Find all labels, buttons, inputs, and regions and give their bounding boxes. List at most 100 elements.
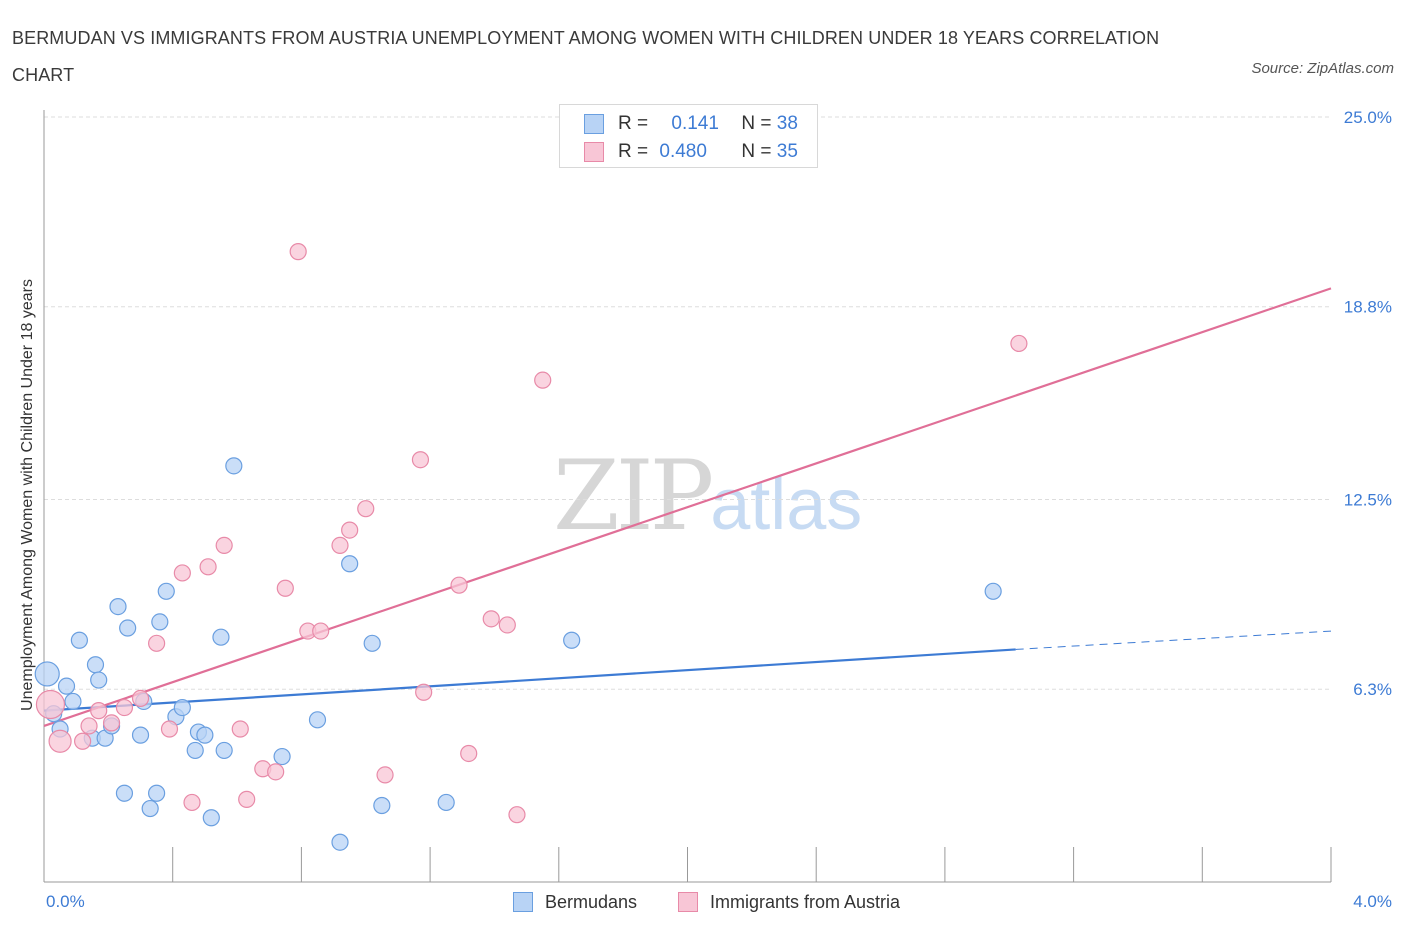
watermark-zip: ZIP [553,440,714,552]
point-austria [267,763,285,781]
point-bermudans [157,582,175,600]
point-austria [90,702,108,720]
point-austria [74,732,92,750]
y-tick-label: 6.3% [1353,680,1392,699]
legend-label-bermudans: Bermudans [545,891,638,912]
point-bermudans [341,555,359,573]
point-bermudans [90,671,108,689]
point-austria [1010,334,1028,353]
legend-r-value: 0.480 [659,141,707,162]
point-austria [289,243,307,261]
point-bermudans [86,656,105,674]
legend-r-value: 0.141 [671,113,719,134]
gridlines [44,116,1331,690]
legend-row-austria: R = 0.480 N = 35 [584,140,798,164]
watermark: ZIPatlas [553,440,862,552]
trend-line-austria [43,287,1332,727]
point-austria [331,536,349,555]
point-austria [498,616,516,634]
legend-r-label: R = [618,113,654,134]
point-austria [131,689,150,708]
point-bermudans [131,726,150,744]
legend-swatch-pink [584,142,604,162]
point-austria [376,766,394,784]
point-bermudans [363,634,381,652]
point-austria [115,698,134,717]
legend-swatch-blue [584,114,604,134]
point-austria [534,371,552,389]
point-austria [183,793,201,812]
legend-n-value: 38 [776,113,798,134]
point-bermudans [331,833,349,851]
legend-item-bermudans: Bermudans [513,890,637,914]
y-tick-label: 18.8% [1344,298,1392,317]
point-bermudans [212,628,230,646]
point-bermudans [225,457,243,475]
point-bermudans [57,677,76,695]
point-bermudans [173,698,191,717]
point-austria [508,806,526,824]
point-austria [160,720,179,738]
point-bermudans [308,711,327,729]
point-bermudans [373,796,391,815]
point-bermudans [115,784,134,802]
legend-n-label: N = [741,113,777,134]
correlation-legend: R = 0.141 N = 38 R = 0.480 N = 35 [559,104,818,168]
point-austria [460,744,478,763]
point-bermudans [70,631,88,649]
point-bermudans [34,661,60,687]
x-tick-label: 0.0% [46,892,85,911]
point-austria [411,451,430,469]
x-tick-labels: 0.0% 4.0% [46,892,1392,911]
source-label: Source: ZipAtlas.com [1251,60,1394,77]
point-austria [415,683,433,701]
point-austria [215,536,233,555]
point-austria [48,729,72,753]
point-bermudans [984,582,1002,600]
legend-n-value: 35 [776,141,798,162]
trend-line-bermudans [43,648,1016,712]
legend-item-austria: Immigrants from Austria [678,890,900,914]
point-austria [312,622,330,640]
legend-row-bermudans: R = 0.141 N = 38 [584,112,798,136]
point-bermudans [437,793,455,812]
point-bermudans [151,613,169,631]
point-bermudans [196,726,214,744]
legend-label-austria: Immigrants from Austria [710,891,901,912]
point-bermudans [148,784,166,802]
point-bermudans [186,741,204,760]
point-austria [199,558,217,576]
point-austria [238,790,256,808]
legend-swatch-pink [678,892,698,912]
scatter-points [34,243,1028,851]
point-austria [102,714,121,732]
point-bermudans [215,741,233,760]
legend-n-label: N = [741,141,777,162]
point-austria [80,717,98,735]
point-austria [148,634,166,652]
point-bermudans [109,597,127,616]
point-bermudans [202,809,220,827]
point-austria [341,521,359,539]
point-bermudans [119,619,137,637]
point-bermudans [64,692,82,711]
axes [43,110,1331,883]
point-austria [35,689,66,720]
trend-line-bermudans-projection [1015,630,1332,650]
y-axis-label: Unemployment Among Women with Children U… [19,279,36,711]
y-tick-labels: 6.3% 12.5% 18.8% 25.0% [1344,108,1392,699]
legend-r-label: R = [618,141,654,162]
point-austria [450,576,468,594]
point-bermudans [273,747,291,766]
trend-lines [43,287,1332,727]
point-austria [276,579,294,597]
point-austria [173,564,191,582]
x-tick-label: 4.0% [1353,892,1392,911]
point-bermudans [141,799,159,818]
y-tick-label: 12.5% [1344,491,1392,510]
point-austria [231,720,249,738]
watermark-atlas: atlas [710,465,863,545]
point-austria [482,610,500,628]
point-bermudans [563,631,581,649]
